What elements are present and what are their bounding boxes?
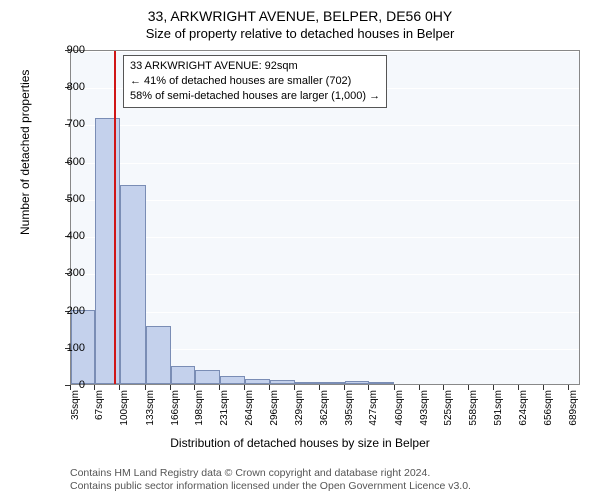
xtick-label: 427sqm bbox=[368, 390, 379, 426]
ytick-label: 200 bbox=[67, 305, 85, 317]
xtick-label: 460sqm bbox=[394, 390, 405, 426]
annotation-line1: 33 ARKWRIGHT AVENUE: 92sqm bbox=[130, 59, 380, 74]
histogram-bar bbox=[171, 366, 195, 384]
histogram-bar bbox=[195, 370, 220, 384]
xtick-label: 100sqm bbox=[119, 390, 130, 426]
xtick-label: 395sqm bbox=[344, 390, 355, 426]
xtick-label: 591sqm bbox=[493, 390, 504, 426]
xtick-label: 198sqm bbox=[194, 390, 205, 426]
xtick-label: 166sqm bbox=[170, 390, 181, 426]
gridline bbox=[71, 51, 579, 52]
chart-title-line2: Size of property relative to detached ho… bbox=[0, 24, 600, 45]
ytick-label: 0 bbox=[79, 379, 85, 391]
chart-title-line1: 33, ARKWRIGHT AVENUE, BELPER, DE56 0HY bbox=[0, 0, 600, 24]
gridline bbox=[71, 200, 579, 201]
footer-line2: Contains public sector information licen… bbox=[70, 480, 471, 494]
xtick-label: 264sqm bbox=[244, 390, 255, 426]
histogram-bar bbox=[245, 379, 269, 384]
ytick-label: 300 bbox=[67, 267, 85, 279]
xtick-label: 689sqm bbox=[568, 390, 579, 426]
gridline bbox=[71, 237, 579, 238]
xtick-label: 35sqm bbox=[70, 390, 81, 420]
chart-container: 33, ARKWRIGHT AVENUE, BELPER, DE56 0HY S… bbox=[0, 0, 600, 500]
footer-line1: Contains HM Land Registry data © Crown c… bbox=[70, 467, 471, 481]
histogram-bar bbox=[345, 381, 369, 384]
xtick-label: 558sqm bbox=[468, 390, 479, 426]
ytick-label: 800 bbox=[67, 81, 85, 93]
histogram-bar bbox=[270, 380, 295, 384]
ytick-label: 400 bbox=[67, 230, 85, 242]
ytick-label: 900 bbox=[67, 44, 85, 56]
footer-text: Contains HM Land Registry data © Crown c… bbox=[70, 467, 471, 494]
xtick-label: 296sqm bbox=[269, 390, 280, 426]
histogram-bar bbox=[95, 118, 120, 384]
ytick-label: 600 bbox=[67, 156, 85, 168]
xtick-label: 362sqm bbox=[319, 390, 330, 426]
xtick-label: 493sqm bbox=[419, 390, 430, 426]
histogram-bar bbox=[220, 376, 245, 384]
x-axis-label: Distribution of detached houses by size … bbox=[0, 436, 600, 450]
gridline bbox=[71, 312, 579, 313]
xtick-label: 656sqm bbox=[543, 390, 554, 426]
annotation-line2: ← 41% of detached houses are smaller (70… bbox=[130, 74, 380, 89]
histogram-bar bbox=[146, 326, 171, 384]
histogram-bar bbox=[369, 382, 394, 384]
histogram-bar bbox=[295, 382, 320, 384]
annotation-box: 33 ARKWRIGHT AVENUE: 92sqm ← 41% of deta… bbox=[123, 55, 387, 108]
y-axis-label: Number of detached properties bbox=[18, 70, 32, 235]
histogram-bar bbox=[320, 382, 345, 384]
ytick-label: 100 bbox=[67, 342, 85, 354]
gridline bbox=[71, 125, 579, 126]
xtick-label: 67sqm bbox=[94, 390, 105, 420]
xtick-label: 231sqm bbox=[219, 390, 230, 426]
ytick-label: 500 bbox=[67, 193, 85, 205]
histogram-bar bbox=[120, 185, 145, 384]
plot-area: 33 ARKWRIGHT AVENUE: 92sqm ← 41% of deta… bbox=[70, 50, 580, 385]
gridline bbox=[71, 163, 579, 164]
plot-wrap: 33 ARKWRIGHT AVENUE: 92sqm ← 41% of deta… bbox=[70, 50, 580, 420]
xtick-label: 525sqm bbox=[443, 390, 454, 426]
ytick-label: 700 bbox=[67, 118, 85, 130]
marker-line bbox=[114, 51, 116, 384]
annotation-line3: 58% of semi-detached houses are larger (… bbox=[130, 89, 380, 104]
xtick-label: 624sqm bbox=[518, 390, 529, 426]
xtick-label: 133sqm bbox=[145, 390, 156, 426]
xtick-label: 329sqm bbox=[294, 390, 305, 426]
gridline bbox=[71, 274, 579, 275]
